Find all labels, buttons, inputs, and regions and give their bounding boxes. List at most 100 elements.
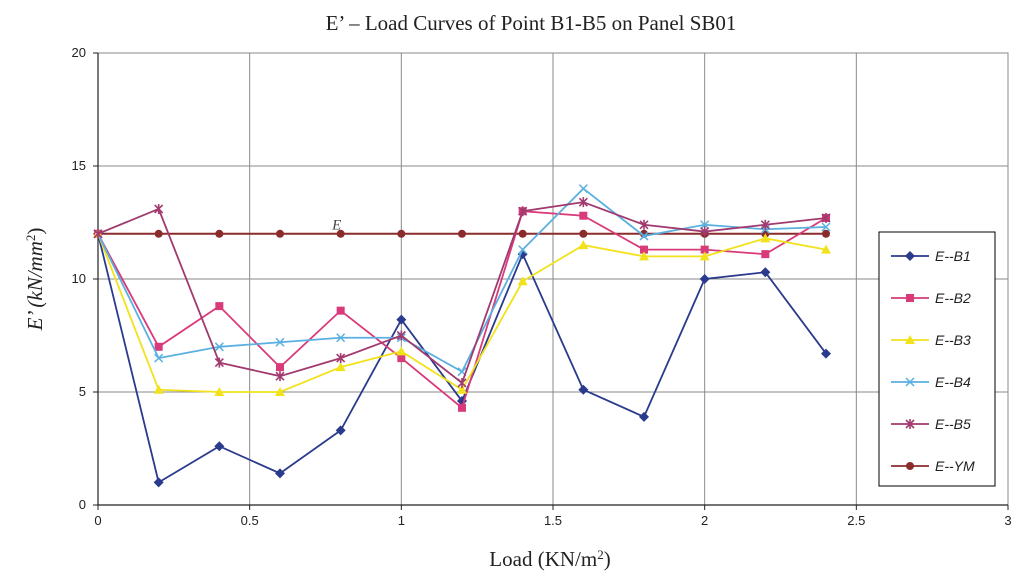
y-tick-label: 20 (72, 45, 86, 60)
x-tick-label: 1 (398, 513, 405, 528)
data-point-e-ym (822, 229, 830, 238)
legend-swatch-marker (905, 377, 915, 387)
chart-annotation: E (331, 217, 341, 233)
data-point-e-b2 (336, 306, 345, 315)
data-point-e-ym (458, 229, 466, 238)
data-point-e-b1 (396, 314, 407, 325)
x-axis-label-close: ) (604, 547, 611, 571)
data-point-e-b4 (336, 333, 346, 343)
y-tick-label: 0 (79, 497, 86, 512)
data-point-e-ym (397, 229, 406, 238)
legend-swatch-marker (905, 419, 915, 429)
data-point-e-b4 (214, 342, 224, 352)
legend-swatch-marker (906, 462, 914, 470)
data-point-e-b2 (579, 211, 588, 220)
legend-entry-e-b1: E--B1 (891, 248, 971, 264)
x-axis-label: Load (KN/m2) (489, 547, 610, 572)
data-point-e-b1 (275, 468, 285, 479)
data-point-e-b5 (154, 203, 164, 214)
y-axis-label-superscript: 2 (23, 235, 38, 242)
legend-label: E--YM (935, 458, 975, 474)
x-axis-label-text: Load (KN/m (489, 547, 597, 571)
data-point-e-ym (518, 229, 527, 238)
data-point-e-b3 (578, 240, 589, 250)
data-point-e-b4 (275, 337, 285, 347)
legend-entry-e-b5: E--B5 (891, 416, 971, 432)
x-tick-label: 1.5 (544, 513, 562, 528)
data-point-e-b1 (760, 267, 771, 278)
data-point-e-b5 (518, 206, 528, 217)
data-point-e-b5 (396, 330, 406, 341)
data-point-e-b3 (153, 384, 164, 394)
data-point-e-b1 (153, 477, 164, 488)
legend-swatch-marker (905, 251, 915, 261)
data-point-e-b5 (214, 357, 224, 368)
legend: E--B1 E--B2 E--B3 E--B4 E--B5 E--YM (878, 231, 996, 487)
data-point-e-b2 (154, 342, 163, 351)
data-point-e-b2 (640, 245, 648, 254)
data-point-e-b5 (639, 219, 649, 230)
data-point-e-b5 (336, 353, 346, 364)
legend-label: E--B2 (935, 290, 971, 306)
legend-label: E--B5 (935, 416, 971, 432)
data-point-e-b2 (215, 302, 224, 311)
legend-swatch-marker (906, 294, 914, 302)
legend-label: E--B1 (935, 248, 971, 264)
data-point-e-b3 (821, 244, 831, 254)
y-axis-label-text: E’ (kN/mm (23, 241, 47, 331)
y-tick-label: 10 (72, 271, 86, 286)
y-tick-label: 15 (72, 158, 86, 173)
data-point-e-b5 (457, 377, 467, 388)
plot-area: 0 0.5 1 1.5 2 2.5 3 0 5 10 15 20 E (72, 45, 1012, 528)
data-point-e-ym (154, 229, 163, 238)
data-point-e-b5 (93, 228, 103, 239)
legend-entry-e-b4: E--B4 (891, 374, 971, 390)
data-point-e-b2 (761, 250, 770, 259)
data-point-e-b1 (821, 348, 831, 359)
data-point-e-b4 (518, 245, 528, 255)
legend-box (878, 231, 996, 487)
data-point-e-b4 (821, 222, 831, 232)
data-point-e-b3 (457, 384, 467, 394)
data-point-e-b3 (335, 362, 346, 372)
data-point-e-b1 (214, 441, 225, 452)
data-point-e-b4 (578, 184, 588, 194)
data-point-e-b3 (275, 387, 285, 396)
data-point-e-b2 (700, 245, 709, 254)
data-point-e-b5 (578, 197, 588, 208)
y-tick-label: 5 (79, 384, 86, 399)
data-point-e-b4 (700, 220, 710, 230)
data-point-e-b1 (699, 274, 710, 284)
data-point-e-b3 (699, 251, 710, 261)
data-point-e-b3 (517, 276, 528, 286)
legend-label: E--B3 (935, 332, 971, 348)
legend-swatch-marker (905, 335, 915, 344)
data-point-e-b2 (397, 354, 406, 363)
x-tick-label: 3 (1004, 513, 1011, 528)
x-tick-label: 2 (701, 513, 708, 528)
x-tick-label: 2.5 (847, 513, 865, 528)
data-point-e-b3 (639, 251, 649, 261)
legend-entry-e-b3: E--B3 (891, 332, 971, 348)
data-point-e-b3 (214, 387, 225, 396)
data-point-e-b2 (276, 363, 284, 372)
legend-entry-e-ym: E--YM (891, 458, 975, 474)
legend-label: E--B4 (935, 374, 971, 390)
data-point-e-b5 (821, 212, 831, 223)
legend-entry-e-b2: E--B2 (891, 290, 971, 306)
data-point-e-ym (215, 229, 224, 238)
x-tick-label: 0 (94, 513, 101, 528)
series-e-b3 (93, 228, 831, 396)
data-point-e-b5 (760, 219, 770, 230)
data-point-e-b5 (700, 226, 710, 237)
data-point-e-b2 (458, 403, 466, 412)
data-point-e-ym (276, 229, 284, 238)
data-point-e-b4 (154, 353, 164, 363)
x-tick-label: 0.5 (241, 513, 259, 528)
chart-title: E’ – Load Curves of Point B1-B5 on Panel… (326, 11, 737, 35)
y-axis-label-close: ) (23, 228, 47, 235)
data-point-e-ym (336, 229, 345, 238)
data-point-e-b1 (578, 384, 589, 395)
data-point-e-b3 (396, 346, 407, 356)
